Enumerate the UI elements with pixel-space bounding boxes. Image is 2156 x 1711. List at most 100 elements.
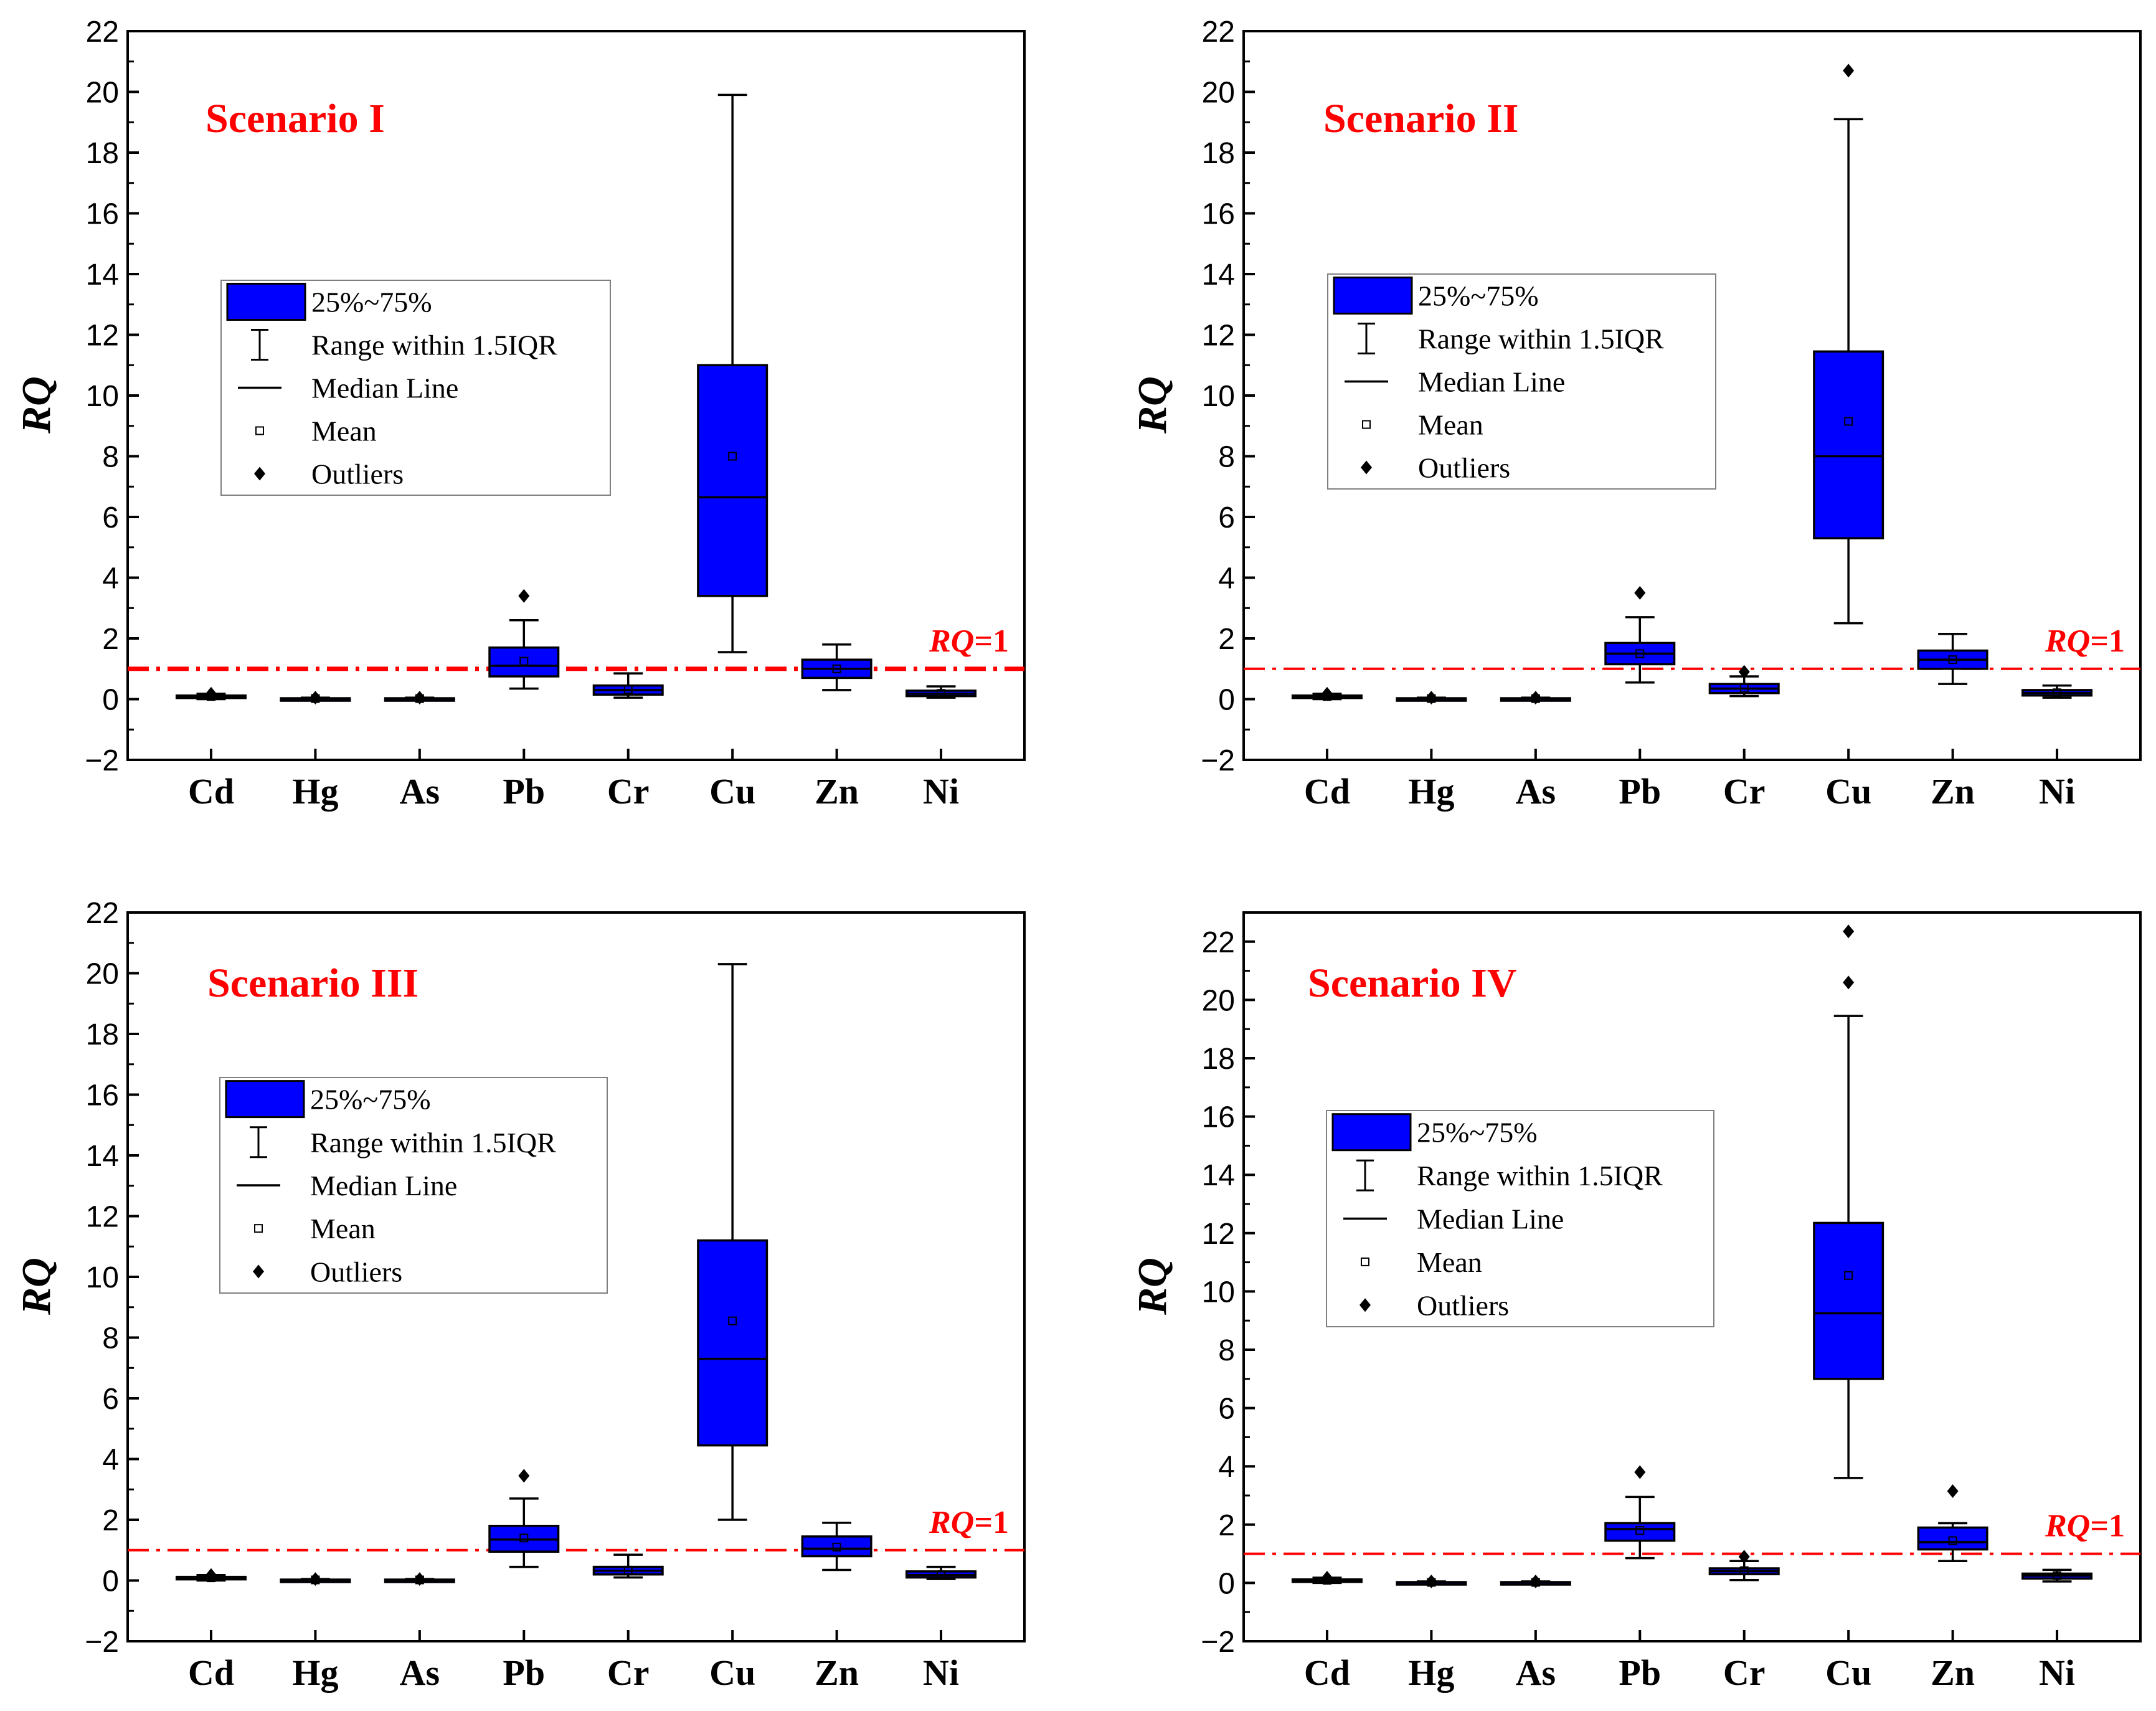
mean-marker: [1635, 1526, 1645, 1535]
y-axis-label: RQ: [1130, 376, 1175, 434]
legend-outlier-symbol: [253, 1264, 264, 1279]
legend-mean-symbol: [1362, 420, 1371, 429]
mean-marker: [623, 685, 633, 694]
legend-mean-symbol: [254, 1224, 263, 1233]
x-category-label: Ni: [923, 771, 959, 812]
reference-line-label: RQ=1: [2045, 1509, 2125, 1544]
legend-label-outliers: Outliers: [1418, 452, 1510, 484]
box-hg: [1396, 1575, 1467, 1589]
box-zn: [1917, 632, 1988, 685]
box-cu: [697, 93, 768, 653]
reference-line-label: RQ=1: [929, 1505, 1009, 1540]
y-tick-label: 10: [86, 1261, 119, 1294]
legend-iqr-swatch: [226, 283, 306, 321]
y-tick-label: 0: [1218, 684, 1235, 717]
y-tick-label: 18: [1202, 137, 1235, 170]
scenario-title: Scenario I: [206, 96, 385, 141]
y-tick-label: 4: [1218, 1451, 1235, 1484]
outlier-point: [1426, 691, 1437, 705]
legend: 25%~75% Range within 1.5IQR Median Line Mea…: [1326, 1110, 1714, 1327]
y-tick-label: 16: [86, 1079, 119, 1112]
x-category-label: Pb: [503, 1652, 545, 1693]
box-cu: [1813, 924, 1884, 1479]
x-category-label: As: [1516, 771, 1556, 812]
x-category-label: Cu: [709, 771, 755, 812]
x-category-label: Ni: [923, 1652, 959, 1693]
legend-label-median: Median Line: [310, 1170, 457, 1201]
legend-label-median: Median Line: [1418, 366, 1565, 398]
box-pb: [488, 1469, 560, 1568]
y-tick-label: 2: [1218, 1509, 1235, 1542]
y-tick-label: 20: [86, 958, 119, 991]
legend-label-mean: Mean: [310, 1213, 376, 1244]
y-tick-label: 20: [1202, 984, 1235, 1017]
box-pb: [488, 589, 560, 690]
box-cr: [592, 672, 664, 699]
outlier-point: [205, 686, 217, 701]
y-tick-label: 12: [1202, 320, 1235, 353]
y-tick-label: 6: [1218, 501, 1235, 534]
outlier-point: [1738, 1550, 1750, 1564]
mean-marker: [1739, 683, 1749, 693]
iqr-box: [1604, 1522, 1676, 1542]
legend: 25%~75% Range within 1.5IQR Median Line Mea…: [219, 1077, 608, 1294]
legend-label-iqr: 25%~75%: [1417, 1117, 1538, 1149]
y-tick-label: 8: [102, 441, 119, 474]
y-tick-label: 2: [102, 1504, 119, 1537]
x-category-label: Cd: [188, 1652, 234, 1693]
legend-label-range: Range within 1.5IQR: [1417, 1160, 1663, 1192]
legend-iqr-swatch: [225, 1080, 305, 1119]
x-category-label: Zn: [1931, 1652, 1975, 1693]
y-tick-label: 14: [86, 1140, 119, 1173]
y-tick-label: 16: [86, 198, 119, 231]
box-cr: [1708, 665, 1780, 698]
mean-marker: [832, 664, 841, 673]
legend-label-mean: Mean: [1418, 409, 1483, 441]
y-tick-label: 2: [102, 623, 119, 656]
box-as: [1500, 691, 1571, 705]
reference-line-label-variable: RQ: [929, 1505, 974, 1540]
box-cu: [1813, 64, 1884, 625]
x-category-label: Zn: [1931, 771, 1975, 812]
box-hg: [280, 691, 351, 705]
legend-label-iqr: 25%~75%: [1418, 280, 1539, 312]
iqr-box: [801, 1535, 872, 1558]
x-category-label: Hg: [1408, 771, 1454, 812]
box-as: [384, 1572, 455, 1586]
legend-label-iqr: 25%~75%: [311, 287, 432, 318]
x-category-label: Pb: [503, 771, 545, 812]
y-tick-label: 2: [1218, 623, 1235, 656]
legend-label-mean: Mean: [311, 415, 377, 447]
y-axis-label: RQ: [14, 376, 59, 434]
y-tick-label: 4: [102, 1444, 119, 1477]
mean-marker: [832, 1542, 841, 1552]
x-category-label: Zn: [815, 771, 859, 812]
y-tick-label: 20: [1202, 77, 1235, 110]
legend-iqr-swatch: [1333, 277, 1413, 315]
scenario-title: Scenario III: [207, 960, 418, 1006]
legend: 25%~75% Range within 1.5IQR Median Line Mea…: [1327, 273, 1716, 490]
y-tick-label: 22: [86, 16, 119, 49]
outlier-point: [310, 1572, 321, 1586]
box-pb: [1604, 585, 1676, 684]
outlier-point: [518, 1469, 530, 1483]
y-tick-label: 22: [1202, 16, 1235, 49]
y-tick-label: 0: [102, 1565, 119, 1598]
y-tick-label: 22: [1202, 926, 1235, 959]
box-zn: [801, 643, 872, 691]
x-category-label: Cr: [1723, 1652, 1766, 1693]
y-tick-label: −2: [85, 1626, 119, 1659]
legend-label-iqr: 25%~75%: [310, 1084, 431, 1116]
box-cd: [1291, 686, 1363, 701]
outlier-point: [205, 1568, 217, 1582]
legend-label-outliers: Outliers: [1417, 1289, 1509, 1321]
x-category-label: Hg: [292, 771, 338, 812]
reference-line-label-variable: RQ: [929, 623, 974, 659]
outlier-point: [1843, 924, 1855, 939]
box-cd: [175, 686, 247, 701]
y-axis-label: RQ: [1130, 1258, 1175, 1315]
outlier-point: [1738, 665, 1750, 679]
